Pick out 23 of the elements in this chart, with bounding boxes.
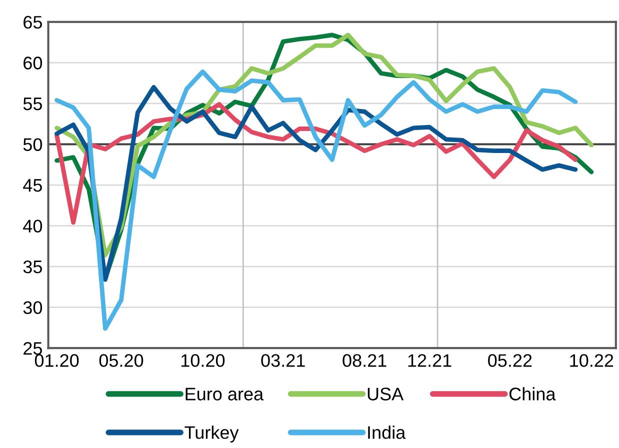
x-tick-label: 01.20 <box>34 354 79 367</box>
y-tick-label: 25 <box>24 342 42 355</box>
legend-label: USA <box>368 388 404 400</box>
y-tick-label: 30 <box>23 301 42 314</box>
y-tick-label: 65 <box>24 16 42 29</box>
x-tick-label: 10.22 <box>570 354 614 367</box>
x-tick-label: 08.21 <box>342 354 386 367</box>
line-series <box>54 69 578 331</box>
legend-label: Turkey <box>184 426 239 443</box>
y-tick-label: 45 <box>23 179 42 192</box>
y-tick-label: 55 <box>23 98 42 110</box>
legend-label: India <box>368 426 406 439</box>
y-tick-label: 40 <box>23 220 42 233</box>
x-tick-label: 05.20 <box>99 354 144 367</box>
y-tick-label: 50 <box>23 138 42 151</box>
y-tick-label: 60 <box>24 56 42 70</box>
x-tick-label: 05.22 <box>488 354 532 367</box>
y-tick-label: 35 <box>23 260 42 274</box>
legend-label: Euro area <box>186 388 264 400</box>
legend-label: China <box>509 387 556 400</box>
x-tick-label: 12.21 <box>408 354 452 367</box>
x-tick-label: 10.20 <box>181 354 225 367</box>
x-tick-label: 03.21 <box>261 354 305 367</box>
